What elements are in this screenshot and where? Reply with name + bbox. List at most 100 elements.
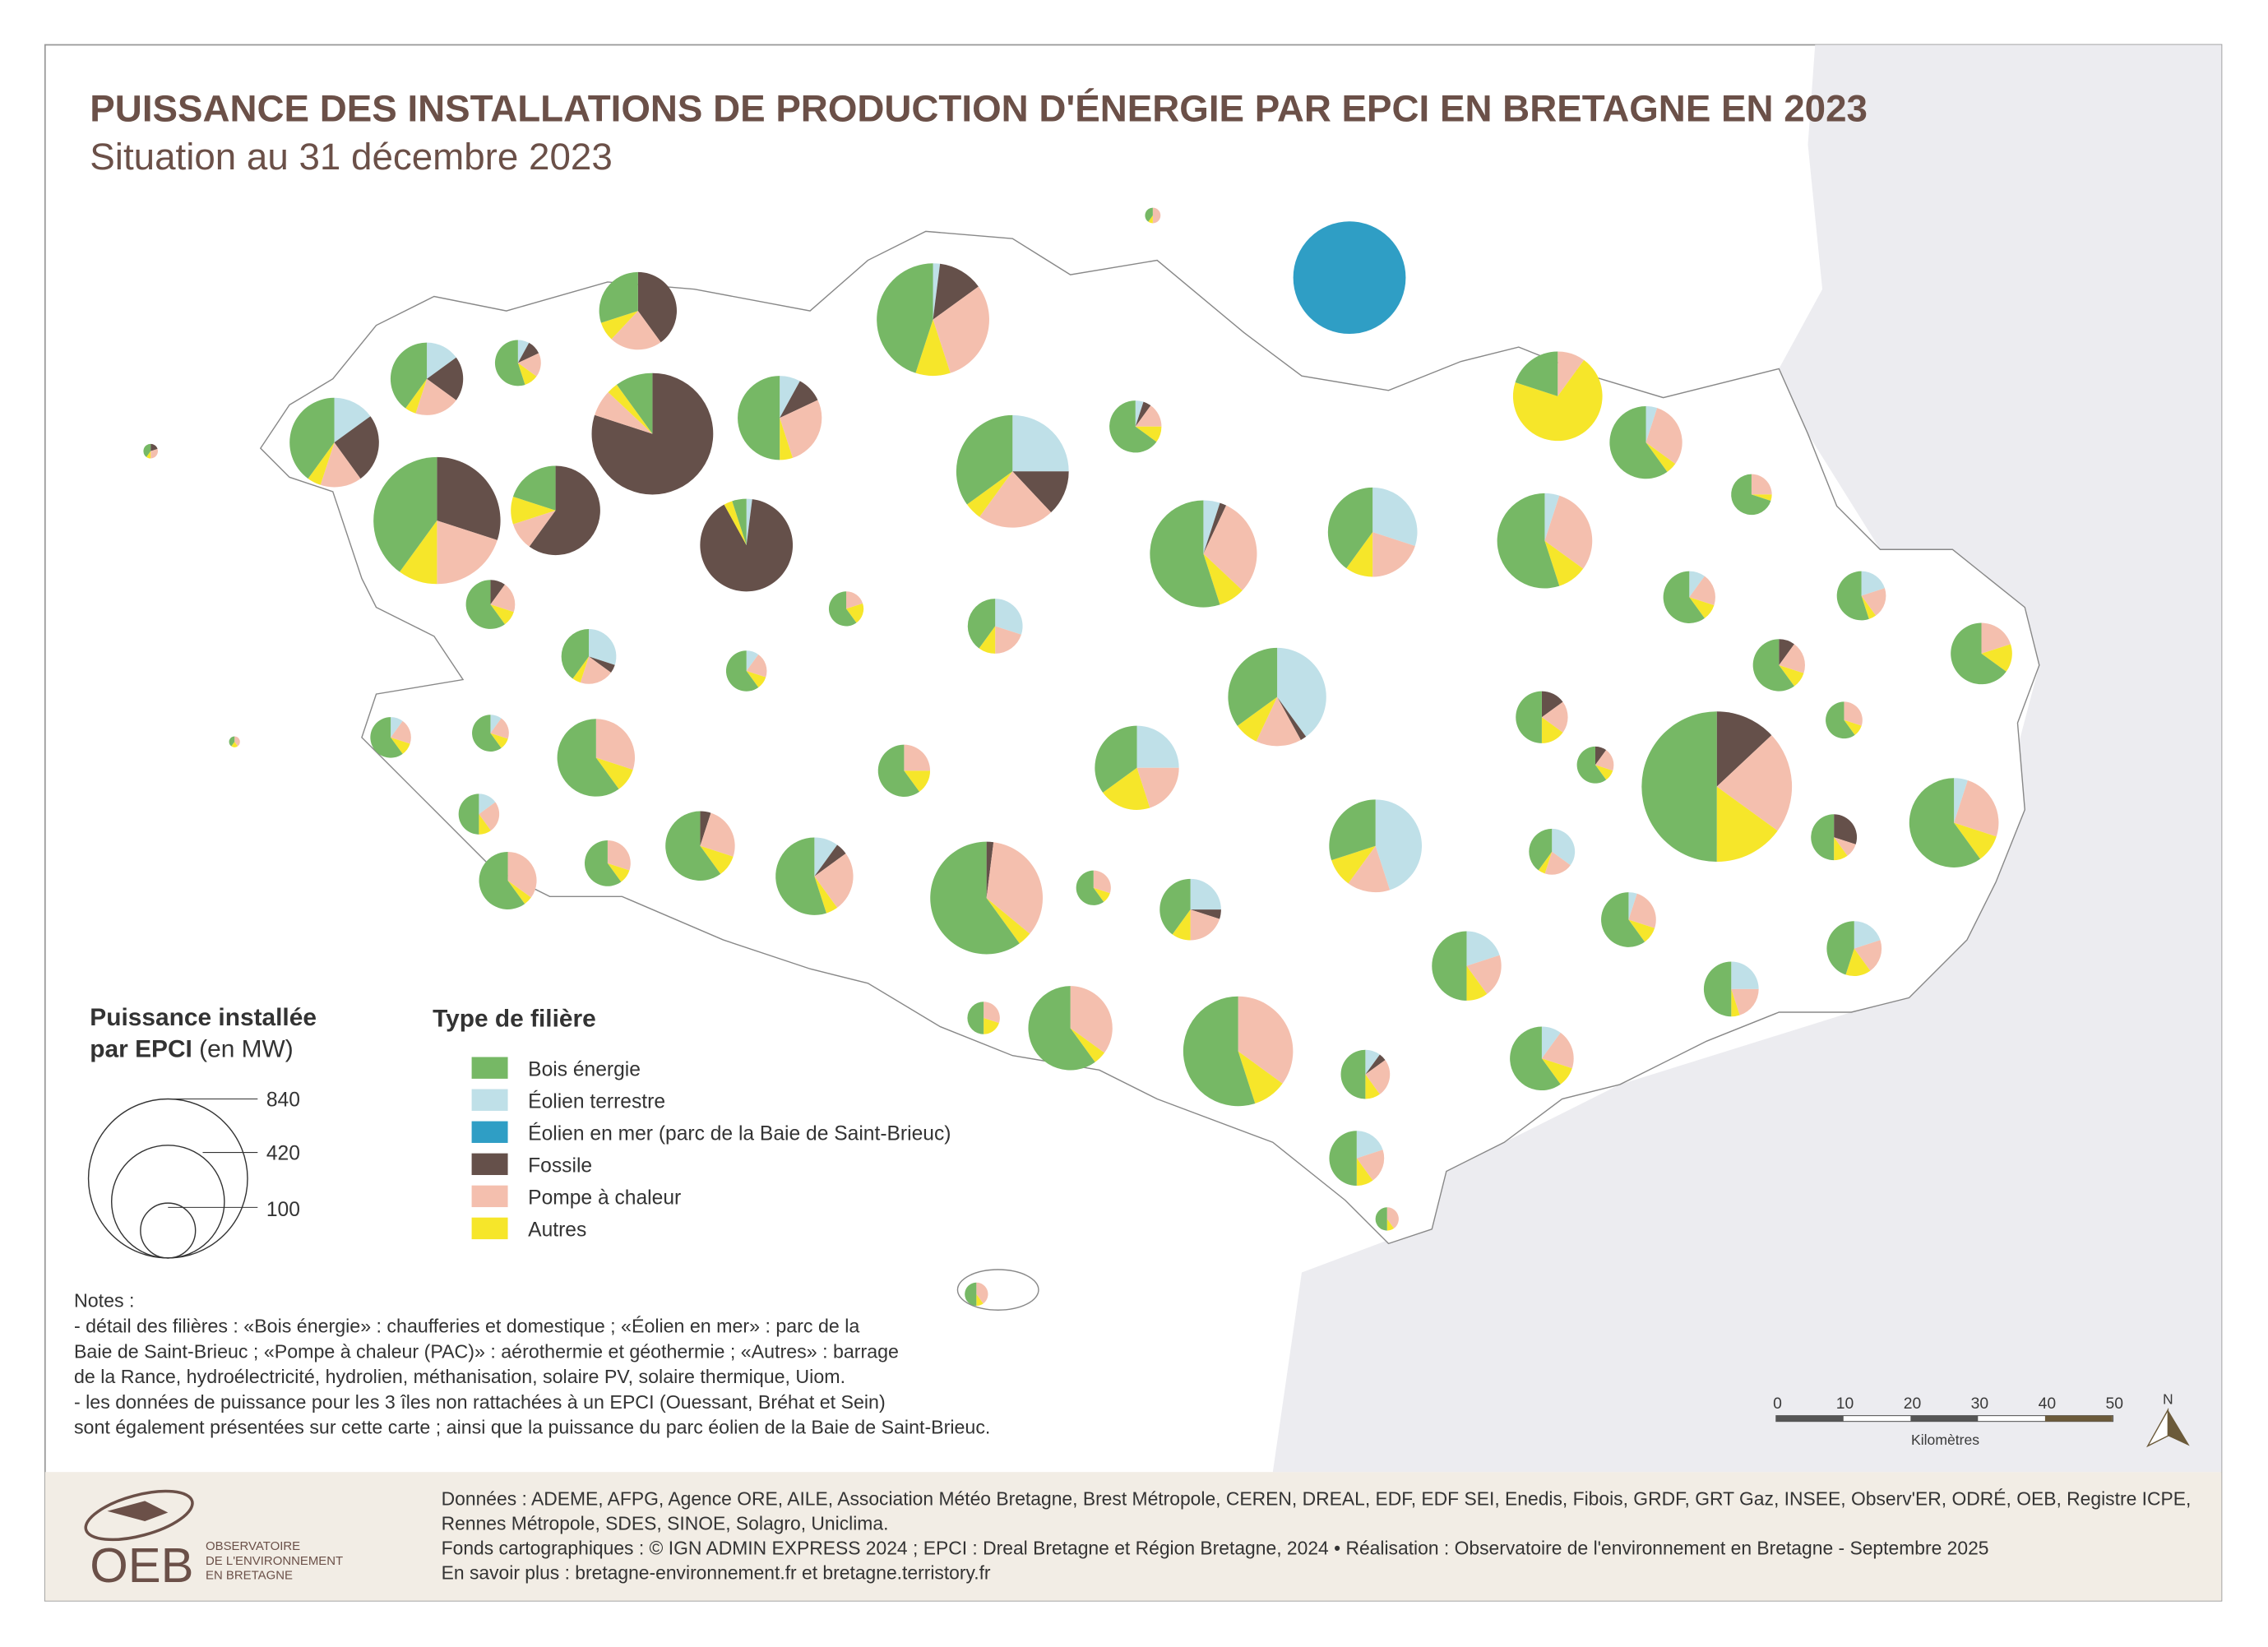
pie-slice-autres (1834, 837, 1848, 861)
pie-slice-bois-energie (1909, 778, 1981, 867)
epci-pie (494, 340, 541, 386)
pie-slice-pompe-a-chaleur (1203, 505, 1257, 591)
epci-pie (930, 841, 1044, 955)
size-label-840: 840 (266, 1089, 300, 1111)
epci-pie (1909, 778, 1999, 867)
pie-slice-pompe-a-chaleur (1541, 701, 1568, 733)
pie-slice-fossile (589, 656, 615, 673)
size-circle-100 (140, 1202, 197, 1259)
scale-tick: 50 (2106, 1395, 2124, 1413)
pie-slice-bois-energie (1228, 647, 1278, 726)
epci-pie (1375, 1207, 1399, 1231)
legend-label: Fossile (528, 1154, 592, 1177)
pie-slice-eolien-terrestre (1135, 400, 1144, 427)
pie-slice-eolien-terrestre (479, 793, 496, 815)
pie-slice-autres (231, 742, 238, 747)
pie-slice-pompe-a-chaleur (976, 1282, 988, 1304)
pie-slice-autres (490, 604, 514, 625)
note-line: - détail des filières : «Bois énergie» :… (74, 1316, 859, 1337)
pie-slice-pompe-a-chaleur (1544, 851, 1571, 875)
pie-slice-autres (1779, 664, 1804, 687)
pie-slice-bois-energie (1826, 701, 1855, 739)
pie-slice-fossile (700, 499, 794, 592)
epci-pie (143, 443, 159, 459)
epci-pie (1183, 996, 1294, 1107)
pie-slice-eolien-terrestre (1689, 571, 1705, 598)
pie-slice-autres (724, 501, 747, 545)
epci-pie (877, 744, 931, 797)
pie-slice-eolien-terrestre (1372, 487, 1418, 546)
note-line: Baie de Saint-Brieuc ; «Pompe à chaleur … (74, 1340, 899, 1362)
oeb-logo: OEB OBSERVATOIRE DE L'ENVIRONNEMENT EN B… (84, 1489, 343, 1593)
pie-slice-bois-energie (1183, 996, 1256, 1107)
pie-slice-eolien-terrestre (1356, 1131, 1383, 1159)
pie-slice-autres (1538, 851, 1553, 874)
pie-slice-pompe-a-chaleur (580, 656, 612, 684)
pie-slice-bois-energie (373, 456, 437, 572)
pie-slice-bois-energie (1731, 474, 1771, 516)
pie-slice-fossile (1135, 401, 1151, 427)
pie-slice-pompe-a-chaleur (320, 442, 361, 488)
pie-slice-bois-energie (828, 591, 857, 627)
pie-slice-bois-energie (1159, 878, 1191, 935)
type-legend-title: Type de filière (433, 1006, 596, 1033)
pie-slice-pompe-a-chaleur (1152, 207, 1161, 224)
epci-pie (472, 715, 509, 752)
pie-slice-fossile (490, 580, 505, 605)
note-line: sont également présentées sur cette cart… (74, 1417, 990, 1438)
pie-slice-eolien-terrestre (1552, 828, 1576, 866)
pie-slice-eolien-terrestre (1190, 878, 1221, 910)
legend-label: Pompe à chaleur (528, 1187, 681, 1210)
pie-slice-pompe-a-chaleur (234, 736, 240, 747)
pie-slice-pompe-a-chaleur (595, 391, 653, 434)
epci-pie (775, 837, 854, 915)
pie-slice-eolien-terrestre (746, 498, 752, 545)
pie-slice-bois-energie (930, 841, 1020, 955)
pie-slice-pompe-a-chaleur (1779, 644, 1805, 673)
pie-slice-bois-energie (1329, 1131, 1357, 1186)
pie-slice-bois-energie (1516, 691, 1542, 743)
legend-swatch (471, 1057, 508, 1079)
pie-slice-bois-energie (775, 837, 826, 915)
pie-slice-fossile (150, 443, 158, 451)
pie-slice-eolien-terrestre (780, 376, 800, 419)
pie-slice-autres (400, 520, 437, 585)
pie-slice-pompe-a-chaleur (1558, 351, 1585, 396)
pie-slice-autres (1751, 494, 1772, 502)
footer-sources-1: Données : ADEME, AFPG, Agence ORE, AILE,… (442, 1488, 2192, 1510)
pie-slice-pompe-a-chaleur (1365, 1060, 1391, 1094)
pie-slice-pompe-a-chaleur (1854, 940, 1882, 971)
pie-slice-fossile (637, 271, 678, 343)
pie-slice-autres (507, 880, 531, 904)
epci-pie (725, 650, 767, 692)
pie-slice-pompe-a-chaleur (517, 353, 541, 377)
epci-pie (1731, 474, 1772, 516)
pie-slice-eolien-terrestre (933, 263, 941, 320)
pie-slice-bois-energie (616, 372, 653, 434)
pie-slice-pompe-a-chaleur (1136, 767, 1179, 808)
pie-slice-pompe-a-chaleur (1844, 701, 1863, 726)
epci-pie (1327, 487, 1418, 577)
pie-slice-bois-energie (1076, 870, 1104, 905)
pie-slice-fossile (1203, 502, 1227, 554)
epci-pie (1601, 892, 1656, 947)
size-label-100: 100 (266, 1199, 300, 1221)
footer-credits: Fonds cartographiques : © IGN ADMIN EXPR… (442, 1537, 1989, 1558)
pie-slice-fossile (814, 844, 846, 877)
pie-slice-pompe-a-chaleur (1689, 576, 1715, 606)
pie-slice-pompe-a-chaleur (1628, 893, 1656, 928)
logo-sub-3: EN BRETAGNE (206, 1568, 293, 1582)
epci-pie (289, 397, 379, 488)
pie-slice-pompe-a-chaleur (415, 378, 456, 415)
pie-slice-bois-energie (1601, 892, 1645, 947)
pie-slice-autres (1346, 532, 1373, 577)
pie-slice-autres (1103, 767, 1150, 810)
pie-slice-autres (984, 1018, 999, 1034)
pie-slice-autres (1466, 965, 1488, 1001)
pie-slice-pompe-a-chaleur (700, 812, 735, 857)
scale-unit: Kilomètres (1911, 1432, 1979, 1448)
scale-bar: 0 10 20 30 40 50 Kilomètres (1773, 1395, 2123, 1448)
pie-slice-autres (1731, 988, 1740, 1017)
pie-slice-eolien-terrestre (814, 837, 838, 877)
